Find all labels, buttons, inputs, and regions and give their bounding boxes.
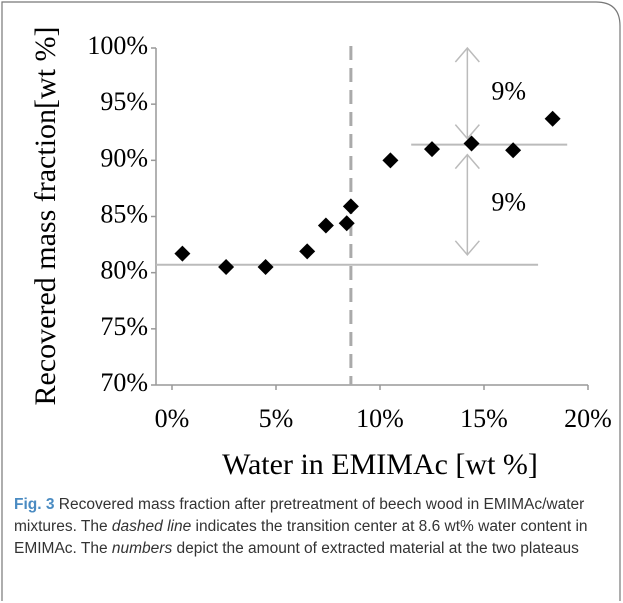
x-axis-label: Water in EMIMAc [wt %] — [222, 448, 538, 481]
data-point — [382, 152, 399, 169]
caption-text: numbers — [111, 540, 173, 557]
y-tick-label: 90% — [100, 143, 148, 172]
x-tick-label: 15% — [460, 404, 508, 433]
arrow-head — [454, 124, 480, 140]
data-point — [424, 141, 440, 158]
caption-text: depict the amount of extracted material … — [172, 540, 579, 557]
data-point — [174, 245, 191, 262]
y-tick-label: 75% — [100, 312, 148, 341]
annotation: 9% — [491, 76, 526, 105]
annotation: 9% — [491, 188, 526, 217]
arrow-head — [454, 153, 480, 170]
data-point — [338, 215, 355, 232]
data-point — [299, 243, 316, 260]
x-tick-label: 10% — [356, 404, 404, 433]
y-tick-label: 80% — [100, 256, 148, 285]
y-tick-label: 85% — [100, 199, 148, 228]
data-point — [317, 217, 334, 234]
arrow-head — [454, 46, 480, 63]
x-tick-label: 20% — [564, 404, 612, 433]
y-tick-label: 70% — [100, 368, 148, 397]
caption-label: Fig. 3 — [14, 496, 55, 513]
y-tick-label: 100% — [87, 31, 148, 60]
caption-text: Recovered mass fraction after pretreatme… — [14, 496, 585, 535]
data-point — [218, 259, 235, 276]
caption: Fig. 3 Recovered mass fraction after pre… — [14, 494, 606, 560]
data-point — [463, 135, 480, 152]
caption-text: dashed line — [111, 518, 192, 535]
caption-text: indicates the transition center at 8.6 w… — [14, 518, 588, 557]
x-tick-label: 0% — [155, 404, 190, 433]
y-axis-label: Recovered mass fraction[wt %] — [29, 26, 62, 405]
data-point — [257, 259, 274, 276]
data-point — [505, 142, 522, 159]
x-tick-label: 5% — [259, 404, 294, 433]
y-tick-label: 95% — [100, 87, 148, 116]
arrow-head — [454, 240, 480, 256]
data-point — [544, 110, 561, 127]
data-point — [342, 198, 359, 215]
